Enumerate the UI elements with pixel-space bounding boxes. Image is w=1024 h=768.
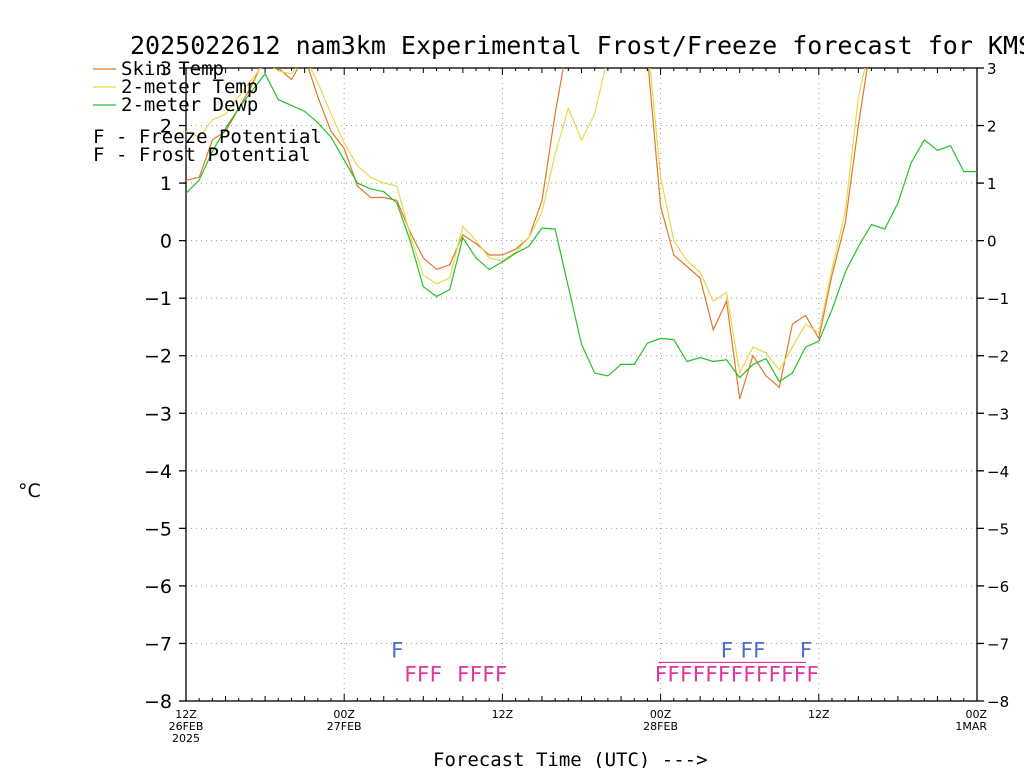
- freeze-mark: FFFF: [457, 662, 508, 686]
- x-tick-label: 2025: [172, 732, 200, 745]
- y-tick-label: −7: [144, 633, 172, 655]
- legend-label: Skin Temp: [121, 58, 224, 80]
- x-tick-label: 1MAR: [955, 720, 987, 733]
- x-tick-label: 00Z: [965, 708, 987, 721]
- y-tick-label: 1: [160, 173, 172, 195]
- x-tick-label: 12Z: [175, 708, 197, 721]
- y-tick-label-right: −7: [987, 635, 1009, 653]
- y-tick-label: −8: [144, 691, 172, 713]
- x-tick-label: 27FEB: [327, 720, 362, 733]
- frost-potential-marks: F F FF F: [391, 638, 812, 662]
- freeze-potential-marks: FFF FFFF FFFFFFFFFFFFF: [404, 661, 819, 686]
- legend-potential-label: - Frost Potential: [116, 144, 310, 166]
- y-tick-label-right: −3: [987, 405, 1009, 423]
- x-axis-label: Forecast Time (UTC) --->: [433, 749, 708, 768]
- y-tick-label: −2: [144, 346, 172, 368]
- y-tick-label-right: 2: [987, 118, 997, 136]
- y-tick-label-right: 3: [987, 60, 997, 78]
- y-tick-label-right: −6: [987, 578, 1009, 596]
- legend-potential-letter: F: [93, 144, 104, 166]
- y-tick-label: −3: [144, 403, 172, 425]
- x-tick-label: 28FEB: [643, 720, 678, 733]
- x-tick-label: 00Z: [650, 708, 672, 721]
- y-tick-label: 3: [160, 58, 172, 80]
- x-tick-label: 00Z: [333, 708, 355, 721]
- y-tick-label-right: 1: [987, 175, 997, 193]
- frost-mark: F: [800, 638, 813, 662]
- y-tick-label-right: −1: [987, 290, 1009, 308]
- series-line-2-meter-temp: [186, 68, 866, 375]
- y-tick-label: 2: [160, 116, 172, 138]
- y-tick-label-right: 0: [987, 233, 997, 251]
- y-axis-right: −8 −7 −6 −5 −4 −3 −2 −1 0 1 2 3: [977, 60, 1009, 711]
- frost-mark: F: [721, 638, 734, 662]
- y-tick-label: −1: [144, 288, 172, 310]
- freeze-mark: FFF: [404, 662, 442, 686]
- series-line-2-meter-dewp: [186, 72, 977, 383]
- y-axis-label: °C: [18, 480, 41, 502]
- x-tick-label: 12Z: [808, 708, 830, 721]
- y-tick-label-right: −8: [987, 693, 1009, 711]
- legend-potential-label: - Freeze Potential: [116, 126, 322, 148]
- y-axis-left: −8 −7 −6 −5 −4 −3 −2 −1 0 1 2 3: [144, 58, 186, 713]
- y-tick-label-right: −2: [987, 348, 1009, 366]
- x-tick-label: 12Z: [492, 708, 514, 721]
- frost-mark: F: [391, 638, 404, 662]
- y-tick-label: −5: [144, 518, 172, 540]
- legend-potential-letter: F: [93, 126, 104, 148]
- series-lines: [186, 68, 977, 400]
- chart-title: 2025022612 nam3km Experimental Frost/Fre…: [130, 31, 1024, 60]
- y-tick-label: 0: [160, 231, 172, 253]
- y-tick-label-right: −4: [987, 463, 1009, 481]
- freeze-mark: FFFFFFFFFFFFF: [655, 662, 819, 686]
- legend-label: 2-meter Dewp: [121, 94, 258, 116]
- y-tick-label: −4: [144, 461, 172, 483]
- x-tick-label: 26FEB: [169, 720, 204, 733]
- legend-label: 2-meter Temp: [121, 76, 258, 98]
- frost-mark: FF: [740, 638, 765, 662]
- y-tick-label-right: −5: [987, 520, 1009, 538]
- y-tick-label: −6: [144, 576, 172, 598]
